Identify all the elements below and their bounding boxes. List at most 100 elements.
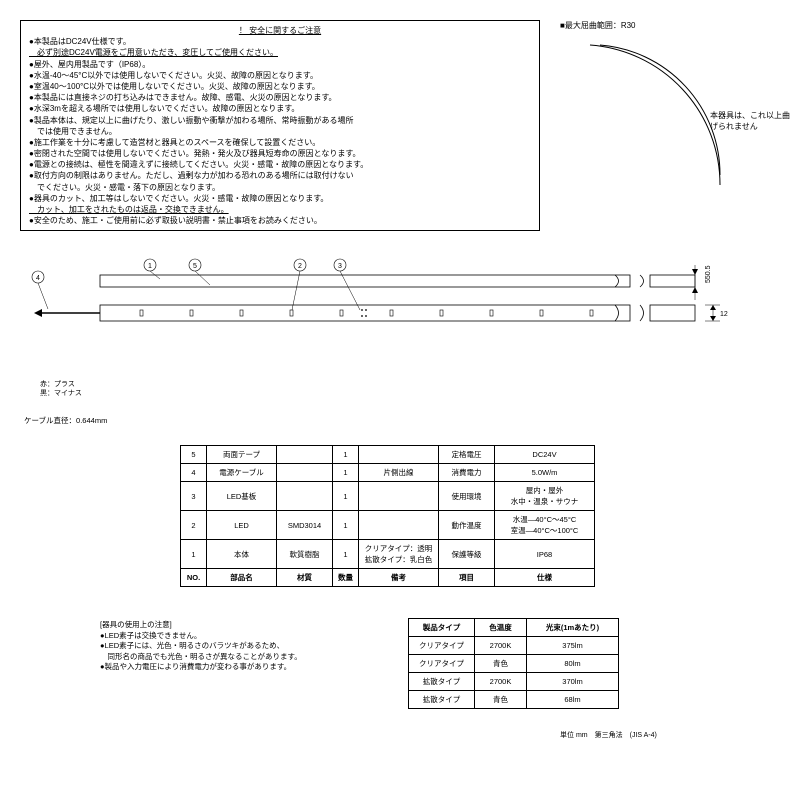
- spec-table: 製品タイプ色温度光束(1mあたり)クリアタイプ2700K375lmクリアタイプ青…: [408, 618, 619, 709]
- parts-table: 5両面テープ1定格電圧DC24V4電源ケーブル1片側出線消費電力5.0W/m3L…: [180, 445, 595, 587]
- cell-note: [359, 482, 439, 511]
- usage-line: 同形名の商品でも光色・明るさが異なることがあります。: [100, 652, 380, 663]
- cell-qty: 1: [333, 511, 359, 540]
- cell-item: 定格電圧: [439, 446, 495, 464]
- safety-line: ●安全のため、施工・ご使用前に必ず取扱い説明書・禁止事項をお読みください。: [29, 215, 531, 226]
- safety-title: ！ 安全に関するご注意: [29, 25, 531, 36]
- usage-title: [器具の使用上の注意]: [100, 620, 380, 631]
- spec-row: 拡散タイプ2700K370lm: [409, 673, 619, 691]
- svg-text:550.5: 550.5: [705, 265, 712, 283]
- usage-line: ●LED素子には、光色・明るさのバラツキがあるため、: [100, 641, 380, 652]
- safety-line: ●器具のカット、加工等はしないでください。火災・感電・故障の原因となります。: [29, 193, 531, 204]
- cable-diameter: ケーブル直径：0.644mm: [24, 415, 107, 426]
- spec-cell-flux: 370lm: [527, 673, 619, 691]
- spec-cell-temp: 2700K: [475, 637, 527, 655]
- cell-note: [359, 446, 439, 464]
- safety-line: ●密閉された空間では使用しないでください。発熱・発火及び器具短寿命の原因となりま…: [29, 148, 531, 159]
- safety-line: 必ず別途DC24V電源をご用意いただき、変圧してご使用ください。: [29, 47, 531, 58]
- usage-line: ●製品や入力電圧により消費電力が変わる事があります。: [100, 662, 380, 673]
- usage-line: ●LED素子は交換できません。: [100, 631, 380, 642]
- spec-cell-type: 拡散タイプ: [409, 691, 475, 709]
- spec-header-temp: 色温度: [475, 619, 527, 637]
- spec-row: クリアタイプ2700K375lm: [409, 637, 619, 655]
- header-no: NO.: [181, 569, 207, 587]
- footer-note: 単位 mm 第三角法 (JIS A-4): [560, 730, 657, 740]
- safety-line: ●取付方向の制限はありません。ただし、過剰な力が加わる恐れのある場所には取付けな…: [29, 170, 531, 181]
- cell-mat: 軟質樹脂: [277, 540, 333, 569]
- cell-spec: IP68: [495, 540, 595, 569]
- safety-line: ●本製品には直接ネジの打ち込みはできません。故障、感電、火災の原因となります。: [29, 92, 531, 103]
- cell-item: 動作温度: [439, 511, 495, 540]
- safety-line: ●本製品はDC24V仕様です。: [29, 36, 531, 47]
- header-spec: 仕様: [495, 569, 595, 587]
- cell-name: 電源ケーブル: [207, 464, 277, 482]
- safety-line: ●水深3mを超える場所では使用しないでください。故障の原因となります。: [29, 103, 531, 114]
- svg-text:1: 1: [148, 263, 152, 270]
- cell-note: クリアタイプ：透明 拡散タイプ：乳白色: [359, 540, 439, 569]
- cell-spec: DC24V: [495, 446, 595, 464]
- safety-line: カット、加工をされたものは返品・交換できません。: [29, 204, 531, 215]
- cell-qty: 1: [333, 464, 359, 482]
- safety-line: ●電源との接続は、極性を間違えずに接続してください。火災・感電・故障の原因となり…: [29, 159, 531, 170]
- cell-name: 本体: [207, 540, 277, 569]
- cell-qty: 1: [333, 482, 359, 511]
- spec-cell-temp: 2700K: [475, 673, 527, 691]
- cell-note: [359, 511, 439, 540]
- safety-line: ●水温-40～45°C以外では使用しないでください。火災、故障の原因となります。: [29, 70, 531, 81]
- safety-line: では使用できません。: [29, 126, 531, 137]
- cell-no: 3: [181, 482, 207, 511]
- cell-spec: 屋内・屋外 水中・温泉・サウナ: [495, 482, 595, 511]
- cell-item: 消費電力: [439, 464, 495, 482]
- cell-no: 5: [181, 446, 207, 464]
- spec-header-flux: 光束(1mあたり): [527, 619, 619, 637]
- cell-note: 片側出線: [359, 464, 439, 482]
- bend-note: 本器具は、これ以上曲げられません: [710, 110, 790, 132]
- cell-no: 1: [181, 540, 207, 569]
- cell-mat: [277, 446, 333, 464]
- cell-name: LED: [207, 511, 277, 540]
- cell-name: 両面テープ: [207, 446, 277, 464]
- header-note: 備考: [359, 569, 439, 587]
- bend-label: ■最大屈曲範囲：R30: [560, 20, 780, 31]
- wire-color-note: 赤：プラス 黒：マイナス: [40, 380, 82, 398]
- table-row: 2LEDSMD30141 動作温度水温—40°C～45°C 室温—40°C～100…: [181, 511, 595, 540]
- cell-spec: 水温—40°C～45°C 室温—40°C～100°C: [495, 511, 595, 540]
- product-diagram: 4 1 5 2 3 550.5 12: [20, 255, 780, 395]
- spec-header-type: 製品タイプ: [409, 619, 475, 637]
- cell-spec: 5.0W/m: [495, 464, 595, 482]
- cell-qty: 1: [333, 446, 359, 464]
- safety-line: ●製品本体は、規定以上に曲げたり、激しい振動や衝撃が加わる場所、常時振動がある場…: [29, 115, 531, 126]
- spec-cell-type: クリアタイプ: [409, 655, 475, 673]
- cell-mat: SMD3014: [277, 511, 333, 540]
- table-row: 3LED基板1使用環境屋内・屋外 水中・温泉・サウナ: [181, 482, 595, 511]
- spec-cell-type: 拡散タイプ: [409, 673, 475, 691]
- spec-cell-flux: 80lm: [527, 655, 619, 673]
- cell-item: 保護等級: [439, 540, 495, 569]
- header-name: 部品名: [207, 569, 277, 587]
- table-row: 5両面テープ 1 定格電圧DC24V: [181, 446, 595, 464]
- spec-row: 拡散タイプ青色68lm: [409, 691, 619, 709]
- bend-arc-icon: [580, 35, 740, 235]
- safety-line: でください。火災・感電・落下の原因となります。: [29, 182, 531, 193]
- spec-cell-flux: 375lm: [527, 637, 619, 655]
- table-header-row: NO.部品名材質数量備考項目仕様: [181, 569, 595, 587]
- svg-text:12: 12: [720, 311, 728, 318]
- cell-mat: [277, 482, 333, 511]
- svg-text:5: 5: [193, 263, 197, 270]
- safety-line: ●施工作業を十分に考慮して造営材と器具とのスペースを確保して設置ください。: [29, 137, 531, 148]
- cell-item: 使用環境: [439, 482, 495, 511]
- svg-text:3: 3: [338, 263, 342, 270]
- spec-cell-temp: 青色: [475, 691, 527, 709]
- spec-cell-flux: 68lm: [527, 691, 619, 709]
- cell-qty: 1: [333, 540, 359, 569]
- safety-line: ●室温40～100°C以外では使用しないでください。火災、故障の原因となります。: [29, 81, 531, 92]
- spec-cell-temp: 青色: [475, 655, 527, 673]
- spec-cell-type: クリアタイプ: [409, 637, 475, 655]
- table-row: 1本体軟質樹脂1クリアタイプ：透明 拡散タイプ：乳白色保護等級IP68: [181, 540, 595, 569]
- table-row: 4電源ケーブル 1片側出線消費電力5.0W/m: [181, 464, 595, 482]
- spec-header-row: 製品タイプ色温度光束(1mあたり): [409, 619, 619, 637]
- cell-no: 4: [181, 464, 207, 482]
- svg-text:4: 4: [36, 275, 40, 282]
- safety-line: ●屋外、屋内用製品です（IP68）。: [29, 59, 531, 70]
- cell-no: 2: [181, 511, 207, 540]
